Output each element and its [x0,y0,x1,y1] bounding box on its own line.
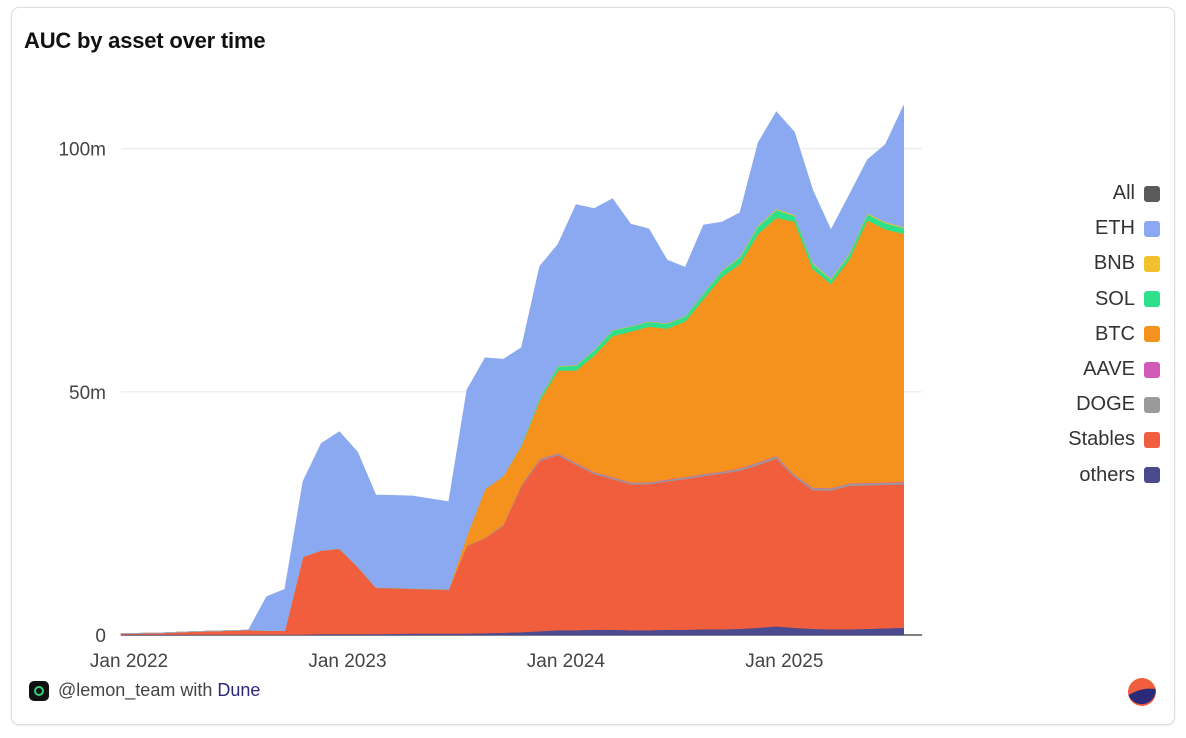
legend-swatch [1144,291,1160,308]
legend-label: SOL [1094,287,1135,310]
x-tick-label: Jan 2022 [90,651,168,672]
legend-item-others[interactable]: others [1010,458,1160,493]
legend-label: ETH [1095,217,1135,240]
legend-label: BTC [1095,322,1135,345]
legend-label: BNB [1093,252,1135,275]
footer-attribution: @lemon_team with Dune [29,680,260,701]
legend-item-btc[interactable]: BTC [1010,317,1160,352]
footer-brand[interactable]: Dune [217,680,261,700]
legend-swatch [1144,431,1160,448]
y-tick-label: 0 [95,626,106,647]
y-tick-label: 50m [69,383,106,404]
x-tick-label: Jan 2024 [527,651,606,672]
area-series-eth[interactable] [120,105,904,634]
legend-swatch [1144,185,1160,202]
legend-swatch [1144,361,1160,378]
legend-swatch [1144,396,1160,413]
x-tick-label: Jan 2025 [745,651,823,672]
y-tick-label: 100m [58,140,106,161]
dune-logo-icon [1128,678,1156,706]
legend-label: DOGE [1076,393,1135,416]
legend-item-eth[interactable]: ETH [1010,211,1160,246]
chart-legend: All ETH BNB SOL BTC AAVE DOGE Stables others [1010,176,1160,493]
legend-item-all[interactable]: All [1010,176,1160,211]
legend-label: Stables [1068,428,1135,451]
legend-item-aave[interactable]: AAVE [1010,352,1160,387]
chart-title: AUC by asset over time [24,28,266,53]
chart-plot: 0 50m 100m Jan 2022 Jan 2023 Jan 2024 Jan 2025 [58,105,922,672]
legend-label: others [1079,463,1135,486]
legend-item-sol[interactable]: SOL [1010,282,1160,317]
legend-swatch [1144,255,1160,272]
legend-label: AAVE [1083,358,1135,381]
footer-handle[interactable]: @lemon_team with [58,680,213,700]
legend-swatch [1144,220,1160,237]
legend-label: All [1112,182,1135,205]
legend-item-stables[interactable]: Stables [1010,422,1160,457]
legend-item-doge[interactable]: DOGE [1010,387,1160,422]
legend-swatch [1144,326,1160,343]
legend-item-bnb[interactable]: BNB [1010,246,1160,281]
x-tick-label: Jan 2023 [308,651,386,672]
lemon-logo-icon [29,680,49,701]
legend-swatch [1144,467,1160,484]
